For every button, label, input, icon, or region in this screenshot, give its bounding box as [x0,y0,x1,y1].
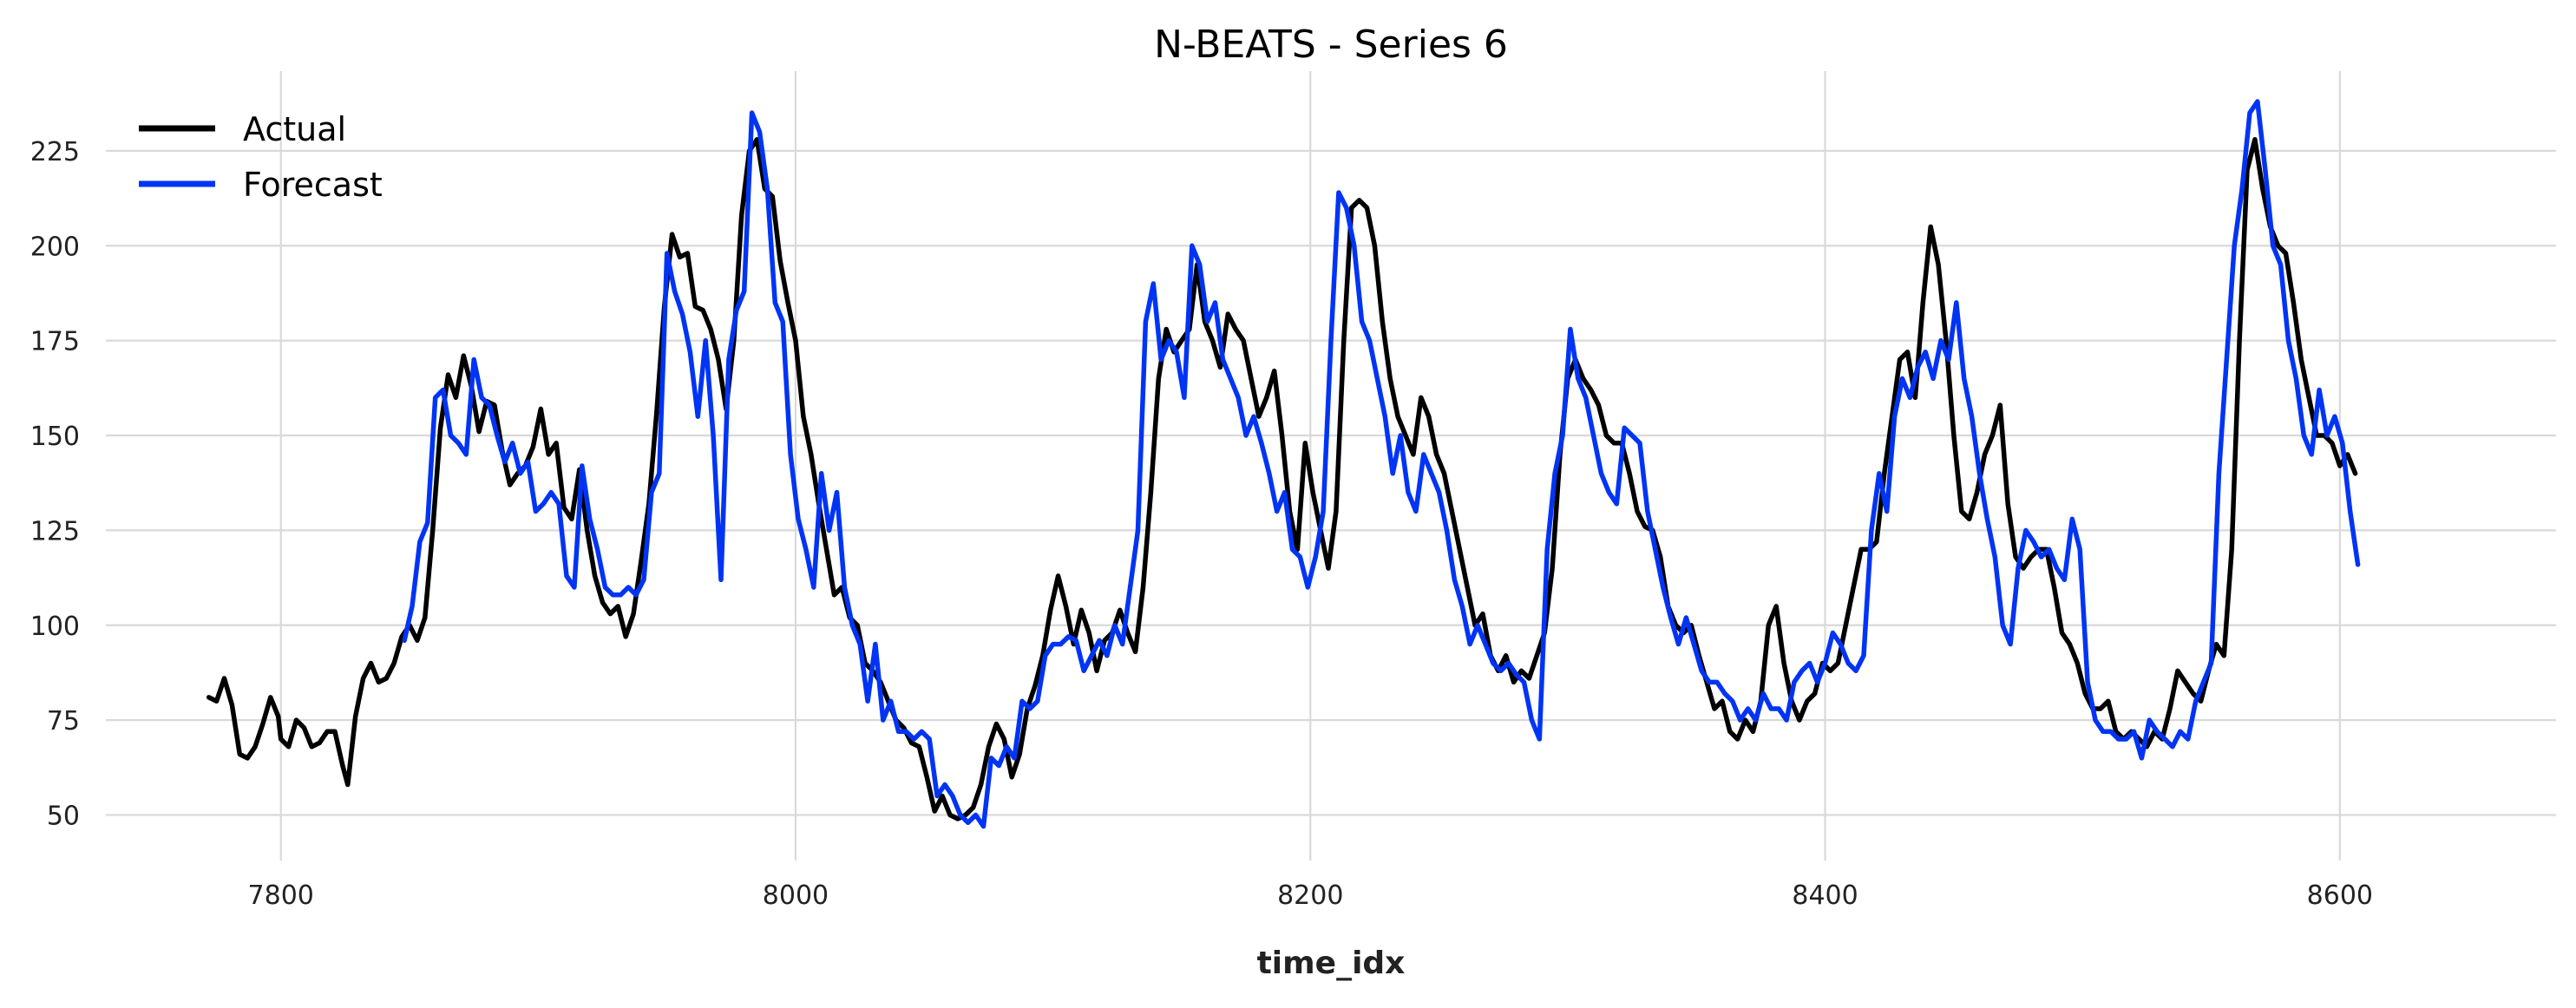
x-tick-label: 8000 [763,880,829,911]
x-axis-label: time_idx [1257,946,1406,981]
legend: Actual Forecast [139,110,383,204]
series-layer [206,99,2361,829]
y-tick-label: 125 [30,516,80,547]
series-line-actual [206,137,2358,821]
series-line-forecast [402,99,2361,829]
y-tick-label: 100 [30,612,80,642]
x-tick-label: 8400 [1792,880,1858,911]
x-tick-label: 8600 [2307,880,2373,911]
x-tick-label: 7800 [248,880,314,911]
y-tick-labels: 50 75 100 125 150 175 200 225 [30,137,80,832]
y-gridlines [106,149,2556,816]
y-tick-label: 200 [30,232,80,262]
y-tick-label: 175 [30,327,80,357]
y-tick-label: 75 [47,706,80,736]
legend-label-actual: Actual [243,110,346,148]
y-tick-label: 50 [47,802,80,832]
legend-label-forecast: Forecast [243,166,383,204]
chart-title: N-BEATS - Series 6 [1154,23,1508,67]
x-tick-label: 8200 [1277,880,1343,911]
x-tick-labels: 7800 8000 8200 8400 8600 [248,880,2373,911]
y-tick-label: 225 [30,137,80,167]
y-tick-label: 150 [30,422,80,452]
